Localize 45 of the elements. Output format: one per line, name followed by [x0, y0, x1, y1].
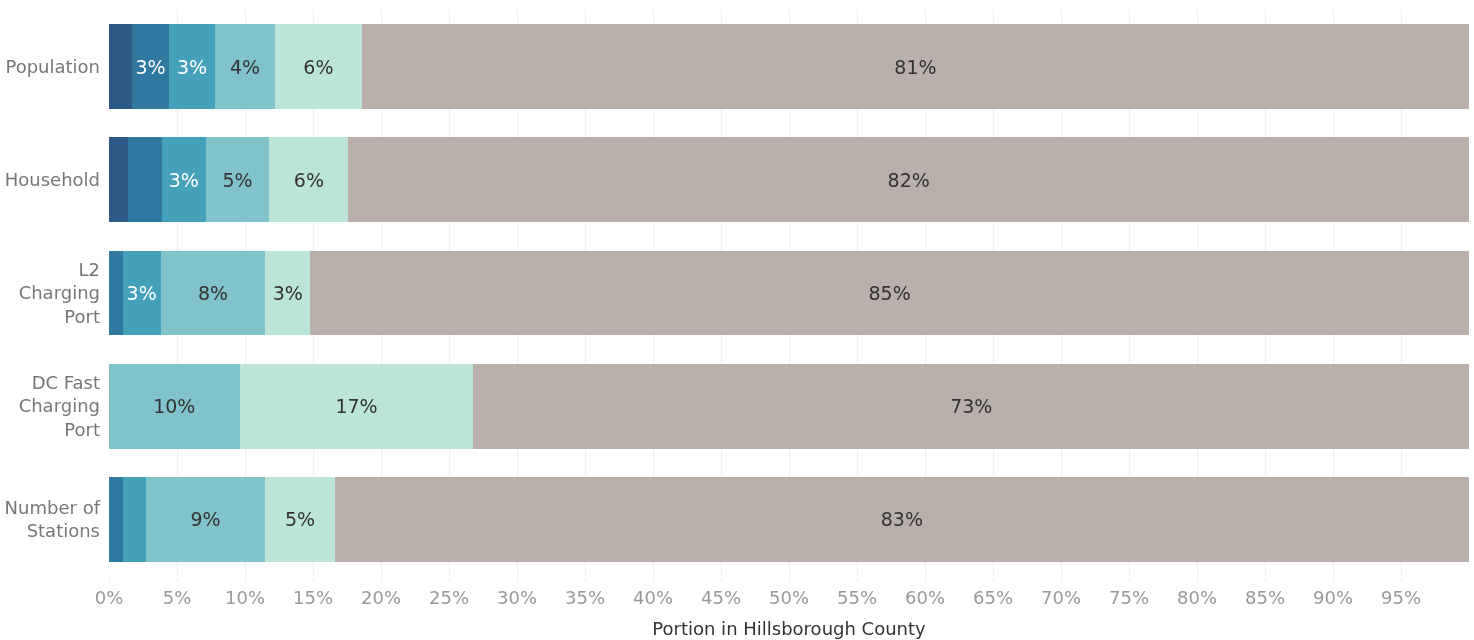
data-label: 5%	[222, 168, 253, 191]
data-label: 3%	[176, 55, 208, 78]
data-label: 81%	[894, 55, 937, 78]
data-label: 3%	[135, 55, 166, 78]
x-tick-label: 5%	[162, 586, 192, 608]
x-tick-label: 25%	[428, 586, 470, 608]
x-tick-label: 50%	[768, 586, 810, 608]
data-label: 17%	[335, 395, 378, 418]
data-label: 85%	[868, 282, 911, 304]
x-tick-label: 60%	[904, 586, 946, 608]
y-tick-label: L2 Charging Port	[18, 258, 100, 327]
y-tick-label: Household	[4, 169, 100, 191]
x-tick-label: 80%	[1176, 586, 1218, 608]
x-tick-label: 95%	[1380, 586, 1422, 608]
x-tick-label: 75%	[1108, 586, 1150, 608]
x-tick-label: 90%	[1312, 586, 1354, 608]
data-label: 6%	[303, 55, 334, 78]
y-tick-label: Number of Stations	[4, 497, 101, 542]
x-tick-label: 10%	[224, 586, 266, 608]
data-label: 3%	[168, 168, 199, 191]
x-tick-label: 45%	[700, 586, 742, 608]
data-label: 83%	[880, 508, 923, 531]
x-tick-label: 0%	[94, 586, 124, 608]
data-label: 8%	[197, 282, 229, 304]
x-tick-label: 30%	[496, 586, 538, 608]
x-tick-label: 40%	[632, 586, 674, 608]
x-tick-label: 55%	[836, 586, 878, 608]
x-tick-label: 70%	[1040, 586, 1082, 608]
data-label: 9%	[190, 508, 221, 531]
data-label: 6%	[293, 168, 324, 191]
x-tick-label: 65%	[972, 586, 1014, 608]
x-tick-label: 85%	[1244, 586, 1286, 608]
x-tick-label: 35%	[564, 586, 606, 608]
y-tick-label: Population	[5, 55, 100, 77]
data-label: 10%	[153, 395, 196, 418]
x-tick-label: 20%	[360, 586, 402, 608]
y-tick-label: DC Fast Charging Port	[18, 372, 100, 440]
data-label: 4%	[229, 55, 261, 78]
data-label: 3%	[126, 282, 157, 304]
x-axis-title: Portion in Hillsborough County	[652, 617, 927, 639]
data-label: 82%	[887, 168, 930, 191]
data-label: 5%	[285, 508, 316, 531]
x-tick-label: 15%	[292, 586, 334, 608]
data-label: 3%	[272, 282, 303, 304]
data-label: 73%	[950, 395, 993, 418]
